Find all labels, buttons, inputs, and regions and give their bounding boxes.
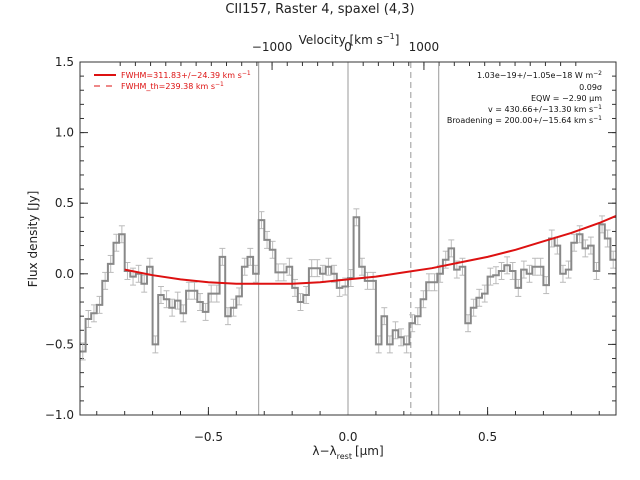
top-tick-label: 1000: [409, 40, 440, 54]
y-tick-label: −1.0: [45, 408, 74, 422]
annotation-broadening: Broadening = 200.00+/−15.64 km s−1: [447, 115, 602, 125]
y-tick-label: 1.0: [55, 126, 74, 140]
y-tick-label: 0.5: [55, 196, 74, 210]
top-tick-label: 0: [344, 40, 352, 54]
x-axis-label: λ−λrest [μm]: [312, 444, 383, 461]
chart-title: CII157, Raster 4, spaxel (4,3): [225, 2, 414, 17]
annotation-velocity: v = 430.66+/−13.30 km s−1: [488, 104, 602, 114]
y-tick-label: 0.0: [55, 267, 74, 281]
x-tick-label: −0.5: [194, 430, 223, 444]
reference-lines: [258, 62, 440, 415]
fit-annotations: 1.03e−19+/−1.05e−18 W m−2 0.09σ EQW = −2…: [447, 70, 602, 125]
plot-frame: [79, 61, 617, 416]
x-tick-labels: −0.5 0.0 0.5: [194, 430, 497, 444]
legend: FWHM=311.83+/−24.39 km s−1 FWHM_th=239.3…: [94, 70, 251, 91]
annotation-significance: 0.09σ: [579, 83, 602, 92]
x-tick-label: 0.5: [478, 430, 497, 444]
top-tick-labels: −1000 0 1000: [252, 40, 439, 54]
y-tick-label: −0.5: [45, 337, 74, 351]
top-tick-label: −1000: [252, 40, 293, 54]
legend-label-fwhm-th: FWHM_th=239.38 km s−1: [121, 81, 224, 91]
legend-label-fwhm: FWHM=311.83+/−24.39 km s−1: [121, 70, 251, 80]
annotation-flux: 1.03e−19+/−1.05e−18 W m−2: [477, 70, 602, 80]
top-axis-label: Velocity [km s−1]: [299, 32, 400, 47]
y-axis-label: Flux density [Jy]: [26, 191, 40, 288]
x-tick-label: 0.0: [338, 430, 357, 444]
y-tick-labels: −1.0 −0.5 0.0 0.5 1.0 1.5: [45, 55, 74, 422]
annotation-eqw: EQW = −2.90 μm: [531, 94, 602, 103]
y-tick-label: 1.5: [55, 55, 74, 69]
spectrum-step-line: [80, 216, 616, 353]
gaussian-fit-line: [124, 214, 617, 285]
